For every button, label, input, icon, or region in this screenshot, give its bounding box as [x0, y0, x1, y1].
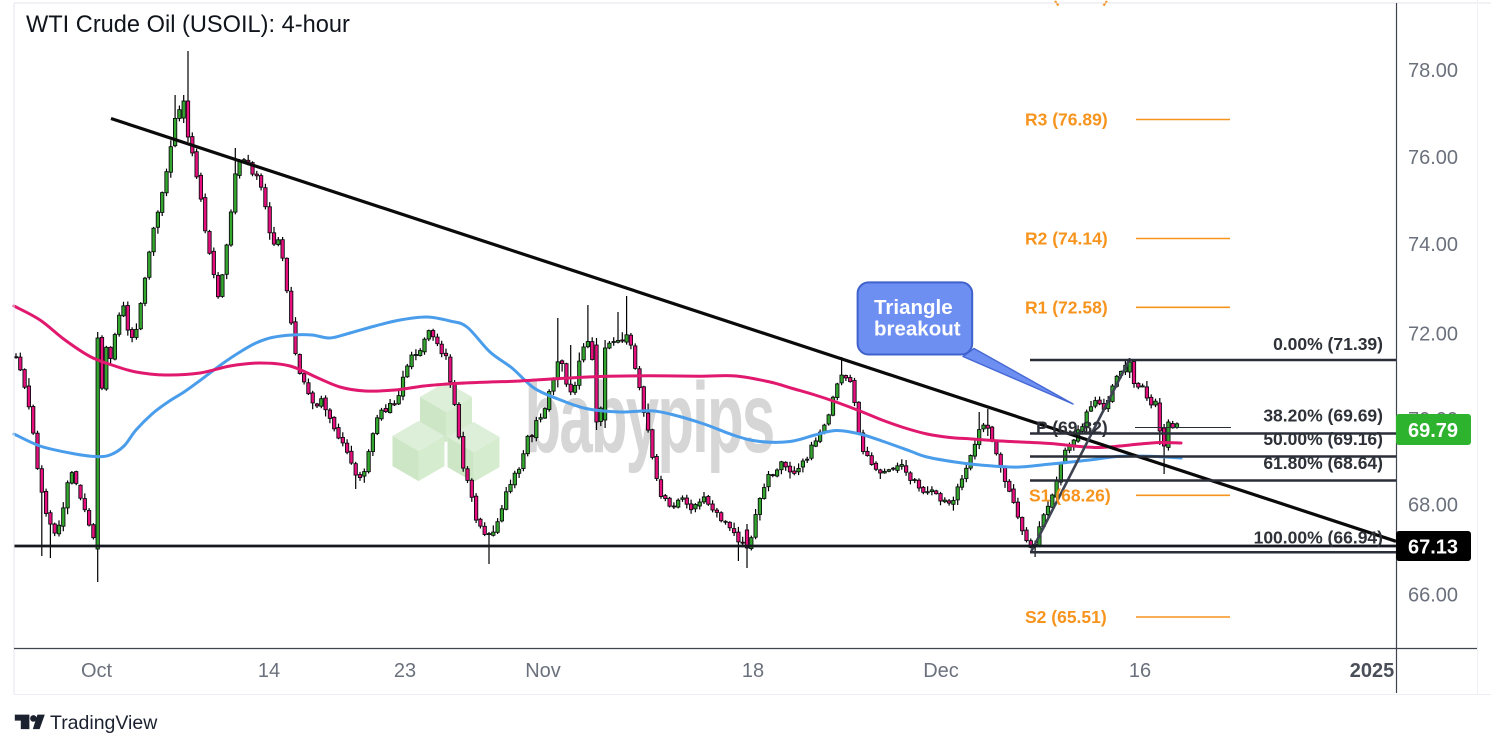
- svg-text:23: 23: [394, 660, 416, 682]
- svg-text:69.79: 69.79: [1408, 420, 1458, 442]
- svg-text:66.00: 66.00: [1408, 585, 1458, 607]
- svg-text:18: 18: [742, 660, 764, 682]
- svg-text:S2 (65.51): S2 (65.51): [1025, 607, 1107, 627]
- svg-text:76.00: 76.00: [1408, 147, 1458, 169]
- svg-text:S1 (68.26): S1 (68.26): [1029, 485, 1111, 505]
- svg-text:78.00: 78.00: [1408, 60, 1458, 82]
- svg-text:R1 (72.58): R1 (72.58): [1025, 297, 1108, 317]
- svg-text:100.00% (66.94): 100.00% (66.94): [1254, 528, 1383, 548]
- svg-text:TradingView: TradingView: [50, 712, 158, 734]
- svg-text:38.20% (69.69): 38.20% (69.69): [1263, 406, 1383, 426]
- svg-text:68.00: 68.00: [1408, 495, 1458, 517]
- svg-text:61.80% (68.64): 61.80% (68.64): [1263, 453, 1383, 473]
- svg-text:72.00: 72.00: [1408, 324, 1458, 346]
- svg-text:50.00% (69.16): 50.00% (69.16): [1263, 429, 1383, 449]
- svg-text:Oct: Oct: [81, 660, 113, 682]
- svg-text:0.00% (71.39): 0.00% (71.39): [1273, 334, 1383, 354]
- svg-text:breakout: breakout: [874, 318, 961, 341]
- svg-text:P (69.82): P (69.82): [1036, 418, 1108, 438]
- svg-text:14: 14: [258, 660, 280, 682]
- svg-text:2025: 2025: [1350, 660, 1395, 682]
- svg-text:Dec: Dec: [923, 660, 959, 682]
- svg-text:Nov: Nov: [525, 660, 561, 682]
- svg-text:16: 16: [1129, 660, 1151, 682]
- svg-text:74.00: 74.00: [1408, 234, 1458, 256]
- svg-text:R3 (76.89): R3 (76.89): [1025, 110, 1108, 130]
- svg-text:R2 (74.14): R2 (74.14): [1025, 229, 1108, 249]
- svg-text:WTI Crude Oil (USOIL): 4-hour: WTI Crude Oil (USOIL): 4-hour: [26, 12, 350, 38]
- svg-text:67.13: 67.13: [1408, 537, 1458, 559]
- svg-text:Triangle: Triangle: [874, 296, 953, 319]
